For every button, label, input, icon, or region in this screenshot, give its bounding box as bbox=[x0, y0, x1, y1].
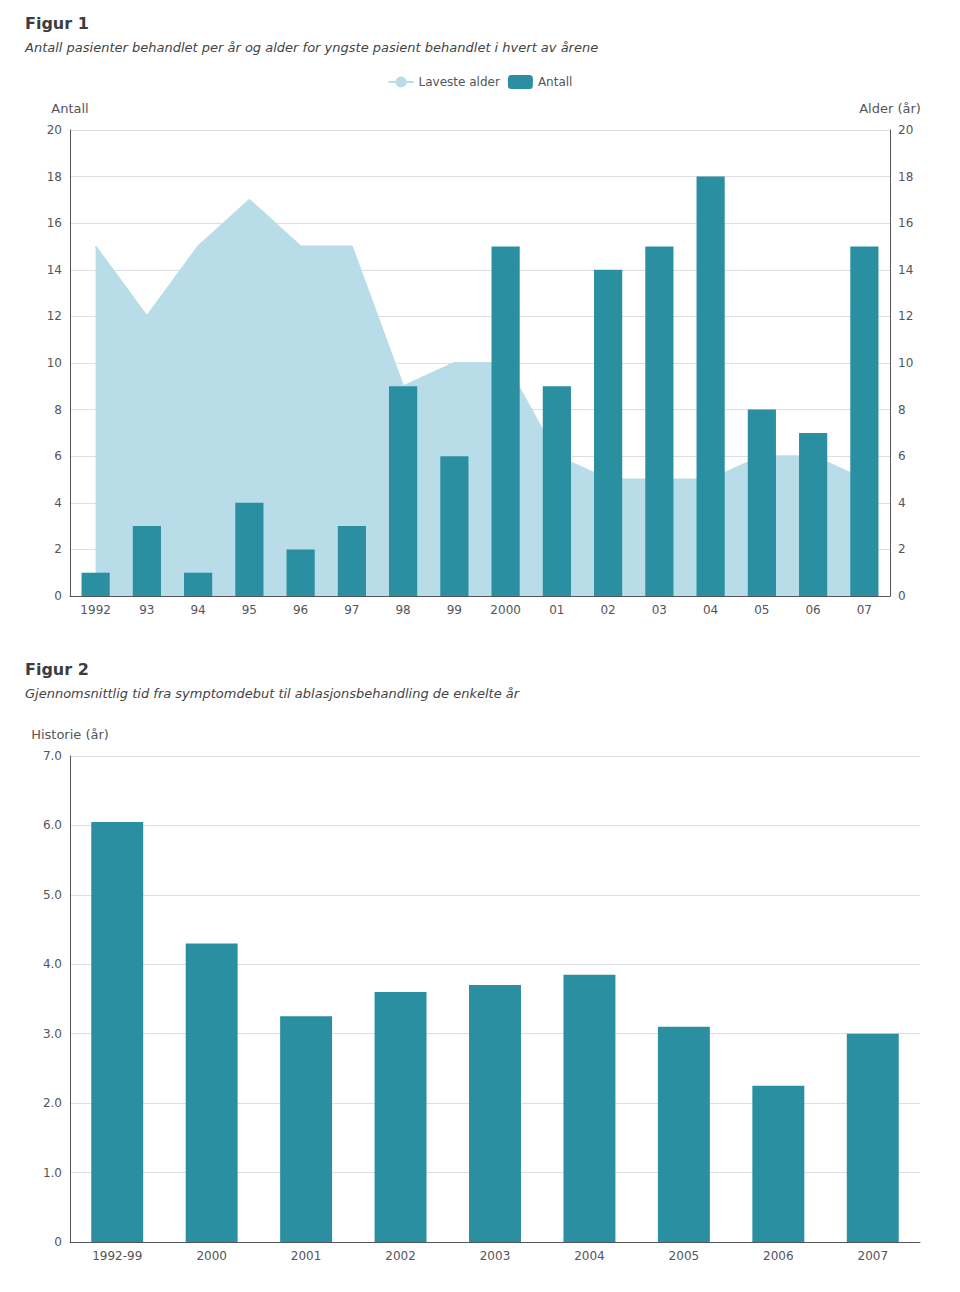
svg-text:4: 4 bbox=[898, 496, 906, 510]
svg-text:16: 16 bbox=[898, 216, 913, 230]
svg-text:Antall pasienter behandlet per: Antall pasienter behandlet per år og ald… bbox=[24, 40, 598, 55]
svg-text:2007: 2007 bbox=[858, 1249, 889, 1263]
svg-text:12: 12 bbox=[898, 309, 913, 323]
svg-text:Figur 2: Figur 2 bbox=[25, 660, 89, 679]
svg-text:20: 20 bbox=[47, 123, 62, 137]
svg-text:Laveste alder: Laveste alder bbox=[419, 75, 500, 89]
svg-text:16: 16 bbox=[47, 216, 62, 230]
svg-text:4.0: 4.0 bbox=[43, 957, 62, 971]
svg-text:2001: 2001 bbox=[291, 1249, 322, 1263]
svg-text:03: 03 bbox=[652, 603, 667, 617]
svg-text:1.0: 1.0 bbox=[43, 1166, 62, 1180]
svg-text:93: 93 bbox=[139, 603, 154, 617]
svg-text:Antall: Antall bbox=[51, 101, 88, 116]
svg-text:95: 95 bbox=[242, 603, 257, 617]
svg-text:05: 05 bbox=[754, 603, 769, 617]
svg-text:94: 94 bbox=[190, 603, 205, 617]
svg-text:10: 10 bbox=[47, 356, 62, 370]
svg-text:07: 07 bbox=[857, 603, 872, 617]
svg-text:18: 18 bbox=[47, 170, 62, 184]
svg-text:2: 2 bbox=[898, 542, 906, 556]
svg-text:04: 04 bbox=[703, 603, 718, 617]
svg-text:14: 14 bbox=[47, 263, 62, 277]
svg-text:10: 10 bbox=[898, 356, 913, 370]
svg-text:4: 4 bbox=[54, 496, 62, 510]
svg-text:01: 01 bbox=[549, 603, 564, 617]
svg-text:Gjennomsnittlig tid fra sympto: Gjennomsnittlig tid fra symptomdebut til… bbox=[25, 686, 521, 701]
svg-text:02: 02 bbox=[600, 603, 615, 617]
svg-text:8: 8 bbox=[54, 403, 62, 417]
svg-text:8: 8 bbox=[898, 403, 906, 417]
svg-text:Alder (år): Alder (år) bbox=[859, 101, 921, 116]
svg-text:12: 12 bbox=[47, 309, 62, 323]
svg-text:20: 20 bbox=[898, 123, 913, 137]
svg-text:2002: 2002 bbox=[385, 1249, 416, 1263]
svg-text:2003: 2003 bbox=[480, 1249, 511, 1263]
svg-text:0: 0 bbox=[54, 589, 62, 603]
svg-text:Antall: Antall bbox=[538, 75, 573, 89]
svg-text:6: 6 bbox=[898, 449, 906, 463]
svg-text:2000: 2000 bbox=[490, 603, 521, 617]
svg-text:6.0: 6.0 bbox=[43, 818, 62, 832]
svg-text:2004: 2004 bbox=[574, 1249, 605, 1263]
svg-text:Figur 1: Figur 1 bbox=[25, 14, 89, 33]
svg-text:99: 99 bbox=[447, 603, 462, 617]
svg-text:97: 97 bbox=[344, 603, 359, 617]
svg-text:6: 6 bbox=[54, 449, 62, 463]
svg-text:06: 06 bbox=[805, 603, 820, 617]
svg-text:2: 2 bbox=[54, 542, 62, 556]
svg-text:96: 96 bbox=[293, 603, 308, 617]
svg-text:5.0: 5.0 bbox=[43, 888, 62, 902]
svg-text:0: 0 bbox=[54, 1235, 62, 1249]
svg-text:98: 98 bbox=[395, 603, 410, 617]
svg-text:2005: 2005 bbox=[669, 1249, 700, 1263]
svg-text:2006: 2006 bbox=[763, 1249, 794, 1263]
svg-text:1992: 1992 bbox=[80, 603, 111, 617]
svg-text:0: 0 bbox=[898, 589, 906, 603]
svg-text:2000: 2000 bbox=[196, 1249, 227, 1263]
svg-text:14: 14 bbox=[898, 263, 913, 277]
svg-text:18: 18 bbox=[898, 170, 913, 184]
svg-text:1992-99: 1992-99 bbox=[92, 1249, 142, 1263]
svg-text:3.0: 3.0 bbox=[43, 1027, 62, 1041]
svg-text:7.0: 7.0 bbox=[43, 749, 62, 763]
svg-text:Historie (år): Historie (år) bbox=[31, 727, 109, 742]
svg-text:2.0: 2.0 bbox=[43, 1096, 62, 1110]
